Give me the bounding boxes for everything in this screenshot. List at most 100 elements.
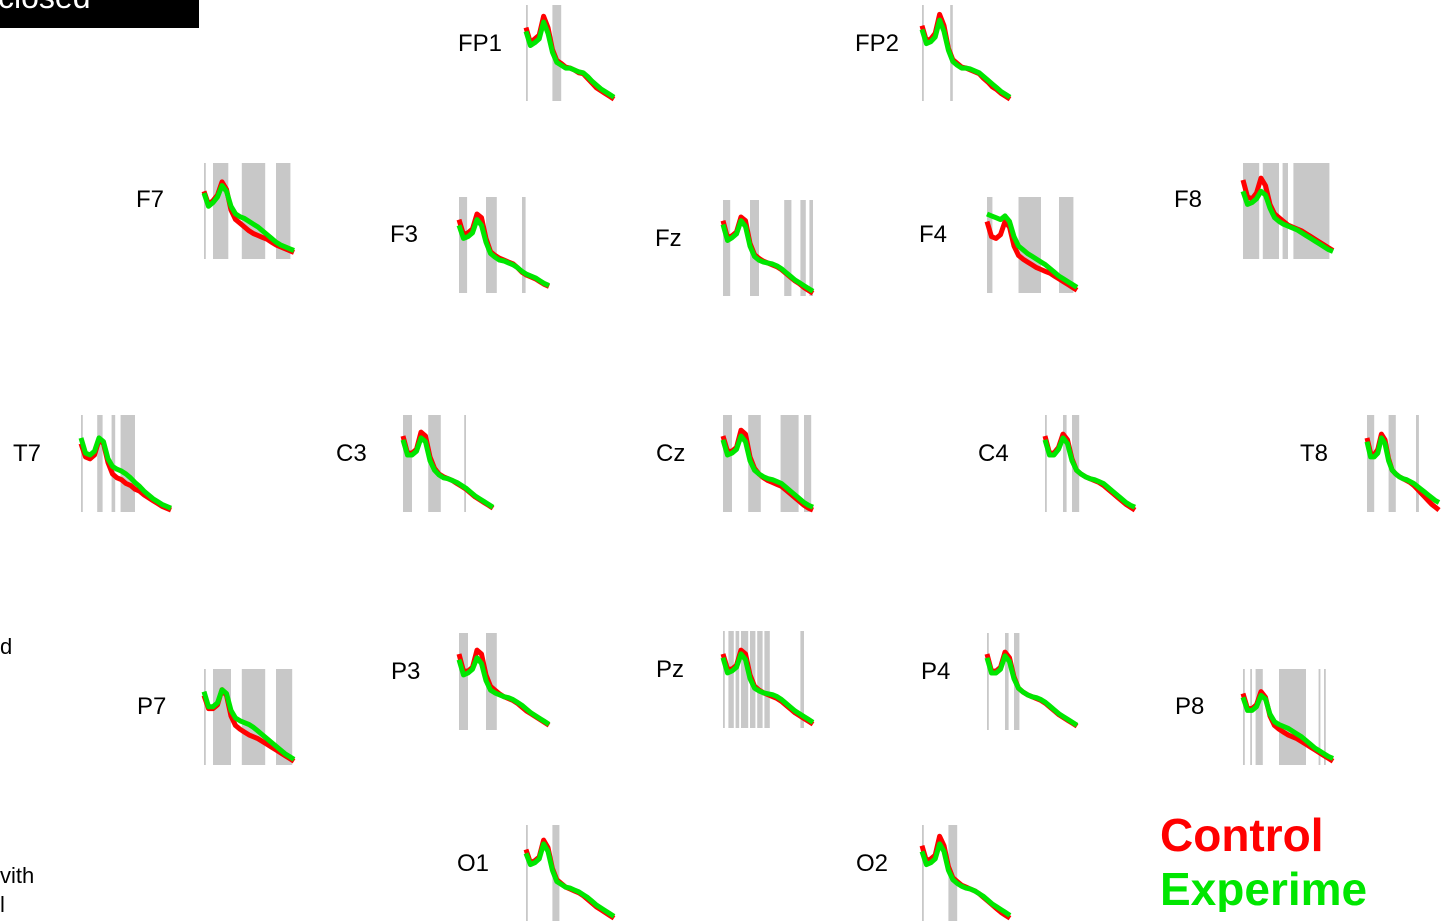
- series-experimental-c4: [1042, 435, 1136, 510]
- series-experimental-p8: [1240, 692, 1334, 761]
- electrode-label-fz: Fz: [655, 225, 682, 252]
- electrode-label-t8: T8: [1300, 440, 1329, 467]
- sig-band-cz-0: [723, 415, 732, 512]
- sig-band-f4-2: [1059, 197, 1074, 293]
- sig-band-o1-0: [526, 825, 528, 921]
- series-experimental-fz: [720, 218, 815, 294]
- sig-band-c4-0: [1045, 415, 1047, 512]
- electrode-plot-pz: [720, 631, 815, 728]
- sig-band-p7-3: [276, 669, 293, 765]
- sig-band-f8-0: [1243, 163, 1260, 259]
- series-experimental-o2: [919, 841, 1012, 918]
- sig-band-p8-1: [1250, 669, 1252, 765]
- series-experimental-c3: [400, 435, 495, 510]
- sig-band-t7-0: [81, 415, 83, 512]
- electrode-label-f7: F7: [136, 186, 165, 213]
- sig-band-fp1-1: [552, 5, 562, 101]
- series-experimental-pz: [720, 651, 815, 725]
- side-note-3: l: [0, 892, 5, 917]
- electrode-plot-o1: [523, 825, 616, 921]
- series-experimental-cz: [720, 433, 814, 510]
- condition-title-box: closed: [0, 0, 199, 28]
- sig-band-c3-0: [403, 415, 412, 512]
- electrode-label-p8: P8: [1175, 693, 1205, 720]
- sig-band-f7-3: [276, 163, 291, 259]
- electrode-label-fp2: FP2: [855, 30, 900, 57]
- electrode-plot-f3: [456, 197, 550, 293]
- electrode-label-o1: O1: [457, 850, 490, 877]
- series-experimental-f7: [201, 183, 295, 253]
- electrode-plot-p4: [984, 633, 1079, 730]
- sig-band-fz-3: [800, 200, 806, 296]
- series-experimental-f8: [1240, 188, 1334, 254]
- electrode-plot-p3: [456, 633, 551, 730]
- electrode-plot-cz: [720, 415, 814, 513]
- series-experimental-p7: [201, 687, 296, 762]
- electrode-plot-f7: [201, 163, 295, 259]
- sig-band-t7-1: [97, 415, 103, 512]
- sig-band-f3-0: [459, 197, 468, 293]
- sig-band-p4-0: [987, 633, 989, 730]
- electrode-label-fp1: FP1: [458, 30, 503, 57]
- sig-band-pz-1: [728, 631, 734, 728]
- sig-band-pz-7: [800, 631, 804, 728]
- sig-band-f7-2: [241, 163, 266, 259]
- sig-band-p8-5: [1324, 669, 1326, 765]
- sig-band-fz-0: [723, 200, 731, 296]
- electrode-label-c3: C3: [336, 440, 367, 467]
- sig-band-fz-2: [784, 200, 792, 296]
- electrode-label-p3: P3: [391, 658, 421, 685]
- electrode-plot-o2: [919, 825, 1012, 921]
- electrode-label-p4: P4: [921, 658, 951, 685]
- sig-band-f4-1: [1018, 197, 1041, 293]
- sig-band-t8-2: [1416, 415, 1419, 512]
- series-experimental-f4: [986, 211, 1079, 290]
- sig-band-c3-2: [464, 415, 466, 512]
- sig-band-f7-1: [213, 163, 229, 259]
- sig-band-p3-0: [459, 633, 468, 730]
- sig-band-f4-0: [987, 197, 993, 293]
- side-note-2: vith: [0, 863, 35, 888]
- electrode-label-t7: T7: [13, 440, 42, 467]
- electrode-label-p7: P7: [137, 693, 167, 720]
- sig-band-t7-3: [120, 415, 135, 512]
- sig-band-c4-1: [1063, 415, 1067, 512]
- series-experimental-t7: [78, 435, 172, 511]
- sig-band-pz-6: [764, 631, 770, 728]
- electrode-plot-f8: [1240, 163, 1335, 259]
- electrode-label-f3: F3: [390, 221, 419, 248]
- sig-band-f7-0: [204, 163, 206, 259]
- series-experimental-t8: [1364, 435, 1441, 505]
- sig-band-p3-1: [486, 633, 497, 730]
- sig-band-o2-0: [922, 825, 924, 921]
- condition-title: closed: [0, 0, 91, 15]
- electrode-plot-fp2: [919, 5, 1012, 102]
- sig-band-cz-3: [804, 415, 812, 512]
- sig-band-t8-0: [1367, 415, 1375, 512]
- sig-band-p7-1: [213, 669, 231, 765]
- electrode-label-pz: Pz: [656, 656, 685, 683]
- sig-band-fp1-0: [526, 5, 528, 101]
- sig-band-p8-2: [1255, 669, 1263, 765]
- electrode-plot-c3: [400, 415, 495, 512]
- electrode-label-f8: F8: [1174, 186, 1203, 213]
- sig-band-pz-0: [723, 631, 725, 728]
- electrode-plot-t7: [78, 415, 172, 513]
- electrode-plot-f4: [984, 197, 1079, 293]
- sig-band-fz-4: [809, 200, 813, 296]
- series-experimental-p4: [984, 653, 1079, 728]
- sig-band-pz-2: [735, 631, 740, 728]
- sig-band-p7-0: [204, 669, 206, 765]
- sig-band-f8-2: [1282, 163, 1288, 259]
- sig-band-p7-2: [241, 669, 266, 765]
- electrode-label-f4: F4: [919, 221, 948, 248]
- electrode-plot-t8: [1364, 415, 1441, 513]
- sig-band-fp2-0: [922, 5, 924, 101]
- side-note-1: d: [0, 634, 13, 659]
- sig-band-p8-4: [1318, 669, 1321, 765]
- electrode-plot-p7: [201, 669, 296, 765]
- series-experimental-fp1: [523, 19, 616, 100]
- electrode-plot-c4: [1042, 415, 1137, 513]
- sig-band-pz-3: [741, 631, 749, 728]
- electrode-plot-fz: [720, 200, 815, 296]
